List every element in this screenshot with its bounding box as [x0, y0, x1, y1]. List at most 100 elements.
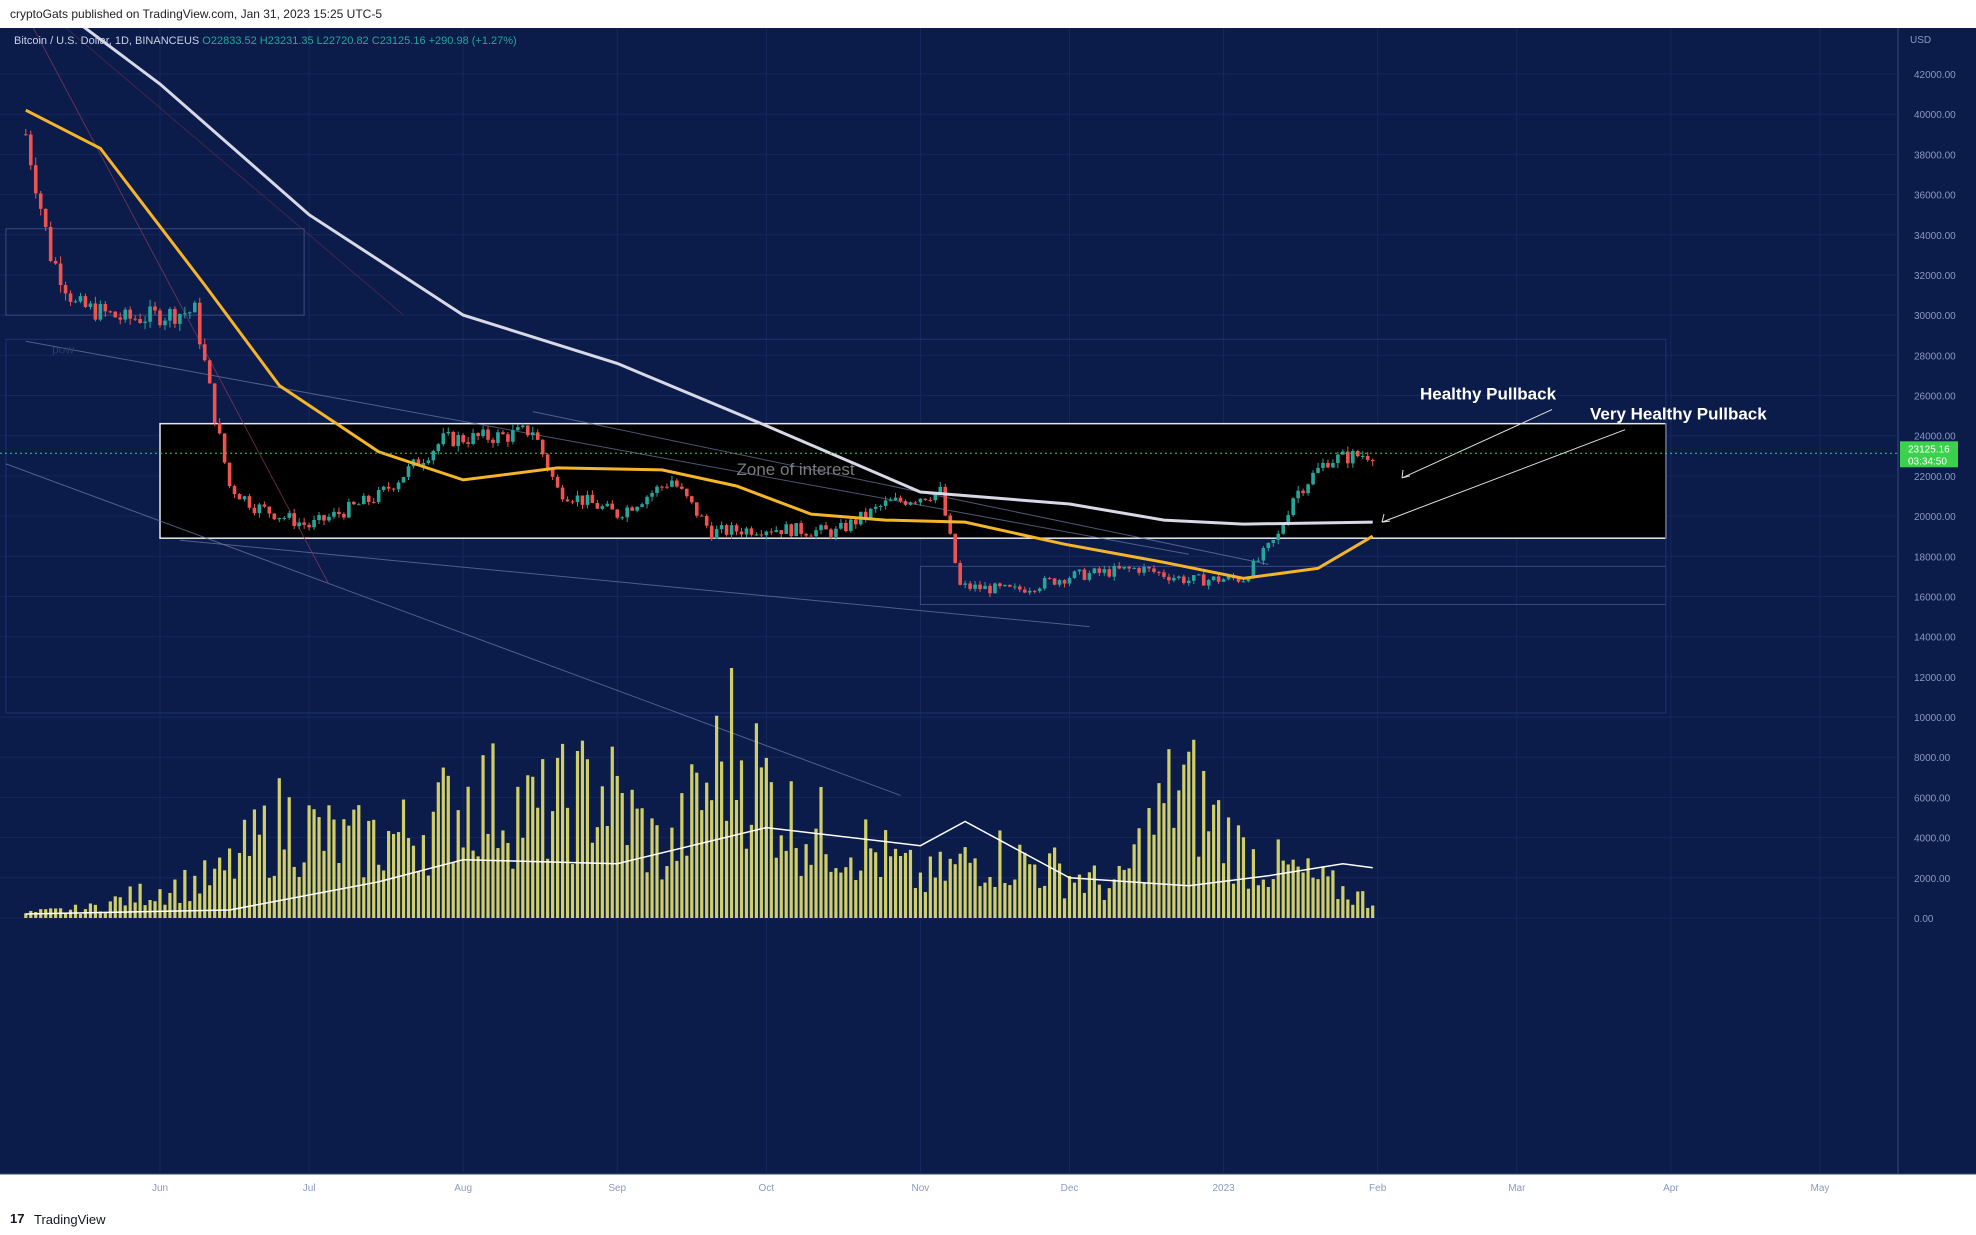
candle-body	[938, 486, 943, 493]
candle-body	[148, 306, 152, 322]
volume-bar	[754, 723, 758, 918]
trend-line	[5, 463, 901, 796]
candle-body	[1321, 462, 1325, 468]
symbol-legend[interactable]: Bitcoin / U.S. Dollar, 1D, BINANCEUS O22…	[14, 35, 517, 47]
candle-body	[580, 495, 585, 505]
candle-body	[739, 531, 744, 535]
volume-bar	[198, 893, 202, 918]
volume-bar	[446, 775, 450, 918]
candle-body	[391, 488, 396, 490]
volume-bar	[1182, 764, 1186, 918]
volume-bar	[128, 886, 132, 918]
candle-body	[521, 425, 525, 428]
volume-bar	[675, 860, 679, 918]
volume-bar	[973, 858, 977, 918]
ma200-line	[82, 28, 1373, 526]
candle-body	[347, 501, 351, 518]
volume-bar	[1306, 858, 1310, 918]
volume-bar	[1157, 783, 1161, 918]
volume-bar	[829, 871, 833, 918]
volume-bar	[1261, 879, 1265, 918]
candle-body	[585, 494, 590, 505]
candle-body	[844, 522, 848, 531]
volume-bar	[1226, 817, 1231, 918]
candle-body	[754, 534, 759, 536]
candle-body	[913, 502, 918, 504]
volume-bar	[277, 778, 281, 918]
candle-body	[1341, 451, 1345, 455]
volume-bar	[391, 834, 396, 918]
candle-body	[630, 507, 634, 511]
volume-bar	[252, 809, 257, 918]
candle-body	[1221, 579, 1226, 582]
candle-body	[958, 563, 962, 585]
volume-bar	[1217, 800, 1221, 918]
candle-body	[595, 503, 600, 509]
candle-body	[923, 498, 928, 501]
candle-body	[655, 486, 659, 493]
volume-bar	[556, 757, 560, 918]
candle-body	[516, 427, 520, 431]
candle-body	[342, 514, 346, 518]
volume-bar	[312, 809, 316, 918]
price-tick-label: 20000.00	[1914, 512, 1956, 523]
volume-bar	[486, 833, 490, 918]
candle-body	[714, 529, 719, 539]
candle-body	[222, 433, 227, 463]
volume-bar	[1162, 803, 1166, 918]
candle-body	[1186, 580, 1191, 584]
legend-part: C23125.16	[369, 35, 426, 47]
candle-body	[814, 530, 818, 537]
volume-bar	[953, 864, 957, 918]
volume-bar	[705, 782, 709, 918]
volume-bar	[789, 781, 793, 918]
candle-body	[1037, 588, 1042, 592]
candle-body	[297, 522, 301, 526]
volume-bar	[377, 864, 381, 918]
volume-bar	[983, 882, 987, 918]
candle-body	[357, 504, 361, 506]
candle-body	[118, 317, 123, 320]
volume-bar	[63, 912, 68, 918]
price-chart[interactable]: Zone of interest pow Healthy Pullback Very …	[0, 28, 1976, 1202]
volume-bar	[665, 866, 669, 918]
volume-bar	[1062, 898, 1067, 918]
volume-bar	[1326, 876, 1330, 918]
volume-bar	[133, 902, 137, 918]
candle-body	[779, 530, 784, 535]
tradingview-brand[interactable]: TradingView	[34, 1212, 106, 1227]
candle-body	[868, 508, 873, 518]
candle-body	[24, 134, 28, 136]
time-axis[interactable]: Jun Jul Aug Sep Oct Nov Dec 2023 Feb Mar Apr May	[152, 1183, 1829, 1194]
volume-bar	[1087, 872, 1091, 918]
publisher-text: cryptoGats published on TradingView.com,…	[10, 7, 382, 21]
volume-bar	[938, 851, 942, 918]
volume-bar	[1276, 839, 1280, 918]
volume-bar	[913, 888, 918, 918]
candle-body	[789, 524, 793, 537]
price-tick-label: 16000.00	[1914, 592, 1956, 603]
candle-body	[615, 509, 620, 518]
candle-body	[1057, 580, 1062, 585]
volume-bar	[1266, 886, 1270, 918]
price-tick-label: 18000.00	[1914, 552, 1956, 563]
volume-bar	[1033, 864, 1037, 918]
volume-bar	[734, 800, 739, 918]
tradingview-logo[interactable]: 17	[10, 1211, 25, 1226]
volume-bar	[372, 819, 376, 918]
volume-bar	[943, 880, 947, 918]
volume-bar	[769, 782, 773, 918]
price-tick-label: 2000.00	[1914, 874, 1951, 885]
candle-body	[496, 432, 500, 443]
time-tick-label: 2023	[1212, 1183, 1235, 1194]
volume-bar	[148, 899, 152, 918]
legend-part: L22720.82	[314, 35, 369, 47]
volume-bar	[819, 786, 823, 918]
volume-bar	[1351, 904, 1355, 918]
price-axis[interactable]: 42000.00 40000.00 38000.00 36000.00 34000.00…	[1914, 70, 1956, 925]
time-tick-label: Feb	[1369, 1183, 1387, 1194]
candle-body	[401, 476, 406, 483]
candle-body	[88, 303, 93, 307]
candle-body	[704, 515, 709, 526]
candle-body	[108, 311, 113, 313]
